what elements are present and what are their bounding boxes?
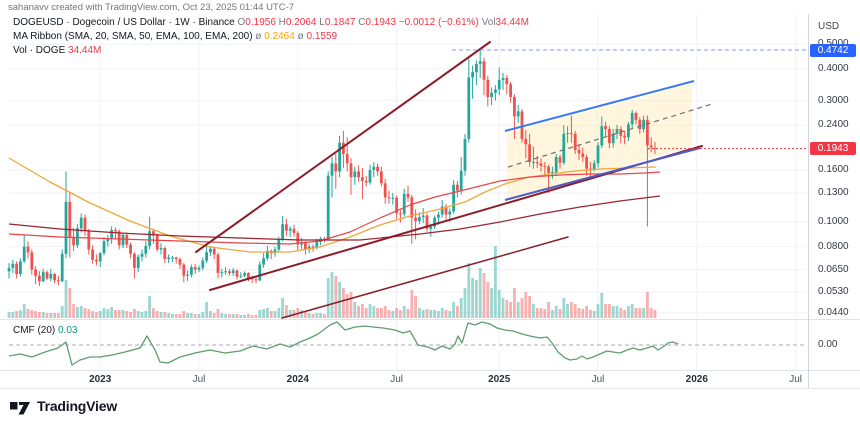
legend-part: MA Ribbon (SMA, 20, SMA, 50, EMA, 100, E…	[13, 31, 256, 42]
legend-part: C	[355, 17, 366, 28]
legend-part: H	[275, 17, 286, 28]
brand-name: TradingView	[37, 398, 118, 414]
legend-part: ø	[294, 31, 307, 42]
volume-bars-layer	[7, 246, 657, 318]
channel-lower-line	[504, 147, 701, 201]
ema-200-darkred	[8, 195, 661, 241]
legend-part: DOGEUSD · Dogecoin / US Dollar · 1W · Bi…	[13, 17, 238, 28]
legend-part: L	[316, 17, 325, 28]
legend-part: 0.1943	[365, 17, 397, 28]
time-tick-label: Jul	[789, 374, 802, 385]
last-price-badge: 0.1943	[810, 142, 856, 156]
legend-part: 0.2064	[285, 17, 317, 28]
legend-ma-ribbon[interactable]: MA Ribbon (SMA, 20, SMA, 50, EMA, 100, E…	[13, 31, 337, 42]
time-tick-label: 2024	[286, 374, 309, 385]
legend-part: ø	[255, 31, 265, 42]
tradingview-branding[interactable]: TradingView	[10, 397, 117, 415]
cmf-line	[8, 321, 679, 366]
legend-part: O	[237, 17, 246, 28]
legend-part: 0.03	[58, 325, 78, 336]
parallel-channel-fill	[507, 84, 692, 201]
price-tick-label: 0.0440	[818, 306, 849, 318]
legend-part: 34.44M	[495, 17, 529, 28]
ema-100-yellow	[8, 157, 657, 253]
price-tick-label: 0.0800	[818, 240, 849, 252]
cmf-zero-tick-label: 0.00	[818, 339, 838, 350]
legend-part: Vol	[478, 17, 496, 28]
price-tick-label: 0.1600	[818, 164, 849, 176]
price-tick-label: 0.0530	[818, 286, 849, 298]
legend-part: 0.1956	[245, 17, 276, 28]
time-tick-label: Jul	[192, 374, 206, 385]
price-tick-label: 0.4000	[818, 62, 849, 74]
price-tick-label: 0.1000	[818, 215, 849, 227]
channel-upper-line	[504, 80, 695, 132]
price-tick-label: 0.2400	[818, 119, 849, 131]
attribution-text: sahanavv created with TradingView.com, O…	[8, 2, 295, 13]
price-tick-label: 0.0650	[818, 263, 849, 275]
legend-cmf[interactable]: CMF (20) 0.03	[13, 325, 77, 336]
sma-50-red	[8, 171, 661, 245]
time-tick-label: Jul	[591, 374, 605, 385]
price-level-badge: 0.4742	[810, 43, 856, 57]
time-tick-label: 2023	[89, 374, 112, 385]
legend-part: 0.1559	[306, 31, 338, 42]
legend-part: 0.1847	[324, 17, 356, 28]
candles-layer	[7, 50, 657, 287]
legend-volume[interactable]: Vol · DOGE 34.44M	[13, 45, 101, 56]
time-tick-label: 2026	[685, 374, 708, 385]
legend-part: Vol · DOGE	[13, 45, 69, 56]
legend-part: CMF (20)	[13, 325, 58, 336]
legend-symbol-ohlc[interactable]: DOGEUSD · Dogecoin / US Dollar · 1W · Bi…	[13, 17, 529, 28]
support-short	[281, 236, 569, 319]
wedge-upper	[195, 41, 491, 253]
price-axis-currency-label: USD	[818, 21, 840, 32]
legend-part: −0.0012 (−0.61%)	[396, 17, 479, 28]
legend-part: 0.2464	[264, 31, 295, 42]
time-tick-label: 2025	[488, 374, 511, 385]
price-tick-label: 0.3000	[818, 94, 849, 106]
tradingview-logo-icon	[10, 402, 30, 415]
time-tick-label: Jul	[390, 374, 403, 385]
price-tick-label: 0.1300	[818, 186, 849, 198]
legend-part: 34.44M	[68, 45, 102, 56]
